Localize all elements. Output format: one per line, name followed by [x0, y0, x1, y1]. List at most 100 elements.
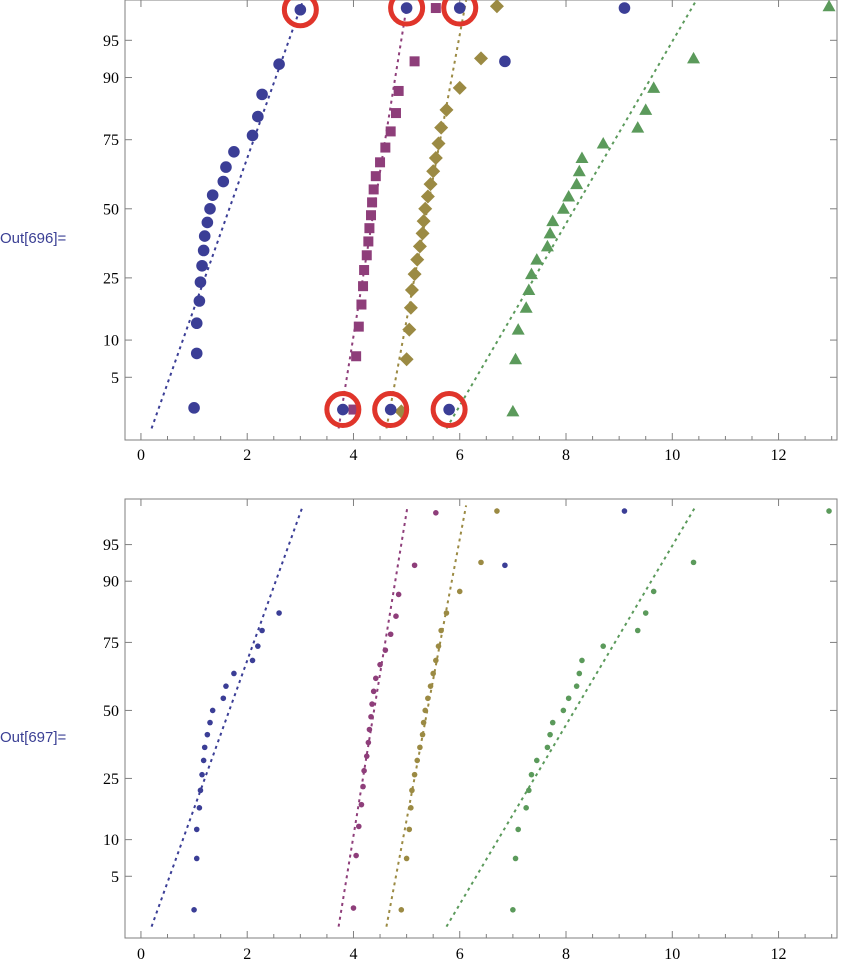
data-point: [380, 142, 391, 153]
data-point: [356, 299, 367, 310]
data-point: [403, 300, 418, 315]
data-point: [385, 126, 396, 137]
data-point: [206, 189, 219, 201]
data-point: [390, 108, 401, 119]
data-point: [570, 177, 584, 190]
y-tick-label: 25: [103, 270, 119, 287]
data-point: [403, 855, 410, 862]
data-point: [415, 226, 430, 241]
data-point: [196, 805, 203, 811]
data-point: [642, 610, 649, 616]
data-point: [337, 403, 349, 416]
y-tick-label: 25: [103, 771, 119, 788]
x-tick-label: 12: [771, 946, 787, 963]
data-point: [647, 81, 661, 93]
data-point: [246, 129, 259, 142]
data-point: [618, 2, 631, 14]
data-point: [200, 757, 207, 764]
data-point: [384, 403, 397, 416]
data-point: [418, 201, 433, 216]
x-tick-label: 4: [349, 946, 357, 963]
highlight-ring: [324, 391, 362, 429]
data-point: [358, 801, 365, 808]
data-point: [382, 647, 389, 653]
data-point: [199, 771, 205, 778]
data-point: [639, 103, 653, 115]
data-point: [393, 85, 404, 96]
y-tick-label: 75: [103, 132, 119, 149]
data-point: [528, 771, 535, 778]
data-point: [256, 88, 268, 101]
data-point: [524, 267, 538, 280]
data-point: [489, 0, 504, 14]
data-point: [188, 402, 200, 414]
plot-frame: [124, 0, 838, 441]
data-point: [366, 210, 377, 221]
data-point: [576, 670, 583, 677]
data-point: [368, 713, 374, 720]
data-point: [402, 322, 417, 337]
data-point: [419, 731, 426, 738]
plot-frame: [124, 498, 838, 939]
data-point: [826, 508, 832, 514]
data-point: [494, 508, 500, 514]
data-point: [540, 239, 554, 252]
data-point: [511, 323, 525, 335]
data-point: [409, 56, 420, 67]
data-point: [360, 783, 366, 790]
data-point: [690, 559, 697, 566]
data-point: [562, 189, 576, 202]
data-point: [425, 695, 431, 702]
data-point: [353, 852, 359, 859]
y-tick-label: 90: [103, 70, 119, 87]
data-point: [417, 744, 423, 751]
data-point: [217, 175, 230, 188]
data-point: [255, 643, 261, 649]
data-point: [509, 352, 523, 365]
data-point: [499, 55, 511, 68]
data-point: [276, 610, 282, 616]
data-point: [249, 657, 256, 664]
data-point: [522, 283, 536, 295]
data-point: [621, 508, 628, 514]
data-point: [196, 259, 208, 272]
fit-line: [150, 505, 304, 927]
probability-plot-top: 0 2 4 6 8 10 12 5 10 25 50 75 90 95: [103, 0, 838, 464]
data-point: [430, 3, 441, 14]
data-point: [526, 787, 532, 794]
data-point: [515, 826, 521, 833]
highlight-ring: [388, 0, 426, 27]
fit-line: [445, 0, 698, 429]
data-point: [361, 250, 372, 261]
data-point: [387, 631, 394, 638]
data-point: [294, 3, 307, 16]
data-point: [596, 137, 610, 149]
data-point: [220, 161, 232, 173]
data-point: [193, 295, 206, 307]
data-point: [353, 321, 364, 332]
data-point: [549, 719, 556, 726]
x-tick-label: 0: [137, 946, 145, 963]
y-tick-label: 50: [103, 703, 119, 720]
data-point: [426, 164, 441, 179]
data-point: [259, 627, 265, 634]
data-point: [409, 787, 415, 794]
data-point: [228, 146, 240, 158]
data-point: [367, 197, 378, 208]
probability-plot-bottom: 0 2 4 6 8 10 12 5 10 25 50 75 90 95: [103, 498, 838, 963]
x-tick-label: 4: [349, 447, 357, 464]
data-point: [687, 51, 701, 64]
data-point: [223, 683, 229, 689]
data-point: [502, 562, 508, 569]
y-tick-label: 90: [103, 574, 119, 591]
data-point: [443, 403, 455, 416]
data-point: [209, 707, 216, 714]
data-point: [361, 767, 367, 774]
data-point: [358, 281, 369, 292]
data-point: [400, 2, 413, 14]
data-point: [544, 744, 551, 751]
y-tick-label: 10: [103, 832, 119, 849]
output-label-696: Out[696]=: [0, 230, 67, 247]
data-point: [231, 670, 237, 677]
y-tick-label: 75: [103, 635, 119, 652]
